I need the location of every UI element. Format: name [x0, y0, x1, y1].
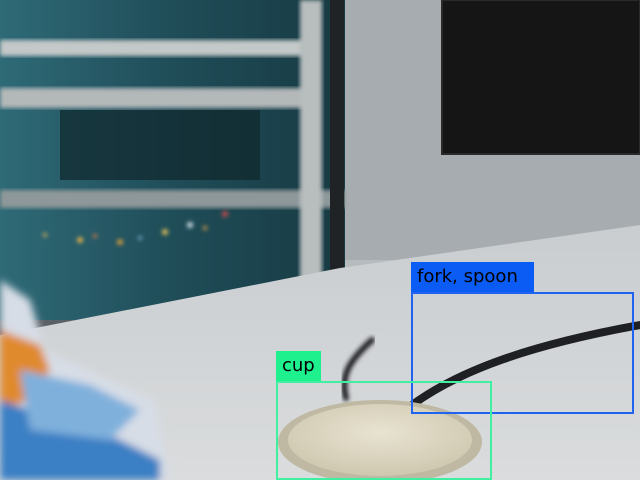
cup-bounding-box [276, 381, 492, 480]
fork-spoon-bounding-box [411, 292, 634, 414]
cup-label: cup [276, 351, 321, 381]
cup [278, 400, 482, 480]
fork-spoon-label: fork, spoon [411, 262, 534, 292]
window [0, 0, 345, 320]
cable [341, 321, 640, 409]
monitor-screen [441, 0, 640, 155]
window-lights [43, 211, 228, 245]
blurred-package [0, 280, 170, 480]
